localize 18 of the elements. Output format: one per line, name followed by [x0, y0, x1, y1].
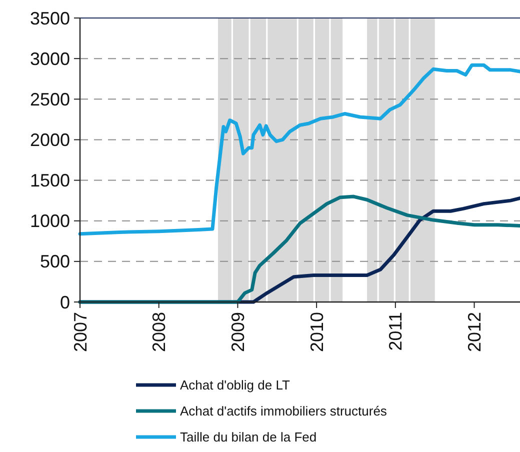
- y-tick-label: 1500: [30, 170, 70, 191]
- y-tick-label: 3500: [30, 8, 70, 28]
- y-tick-label: 3000: [30, 48, 70, 69]
- x-tick-label: 2011: [386, 312, 406, 351]
- x-tick-label: 2012: [464, 312, 485, 352]
- line-series: [78, 63, 520, 236]
- x-tick-label: 2008: [149, 312, 170, 352]
- legend-label: Achat d'oblig de LT: [180, 378, 290, 393]
- y-tick-label: 1000: [30, 211, 70, 232]
- legend-label: Taille du bilan de la Fed: [180, 430, 317, 445]
- x-tick-label: 2010: [306, 312, 327, 352]
- y-tick-label: 2500: [30, 89, 70, 110]
- y-tick-label: 500: [40, 252, 70, 272]
- legend-label: Achat d'actifs immobiliers structurés: [180, 404, 388, 419]
- x-tick-label: 2007: [70, 312, 90, 352]
- x-tick-label: 2009: [228, 312, 248, 352]
- y-tick-label: 2000: [30, 130, 70, 150]
- y-tick-label: 0: [60, 292, 70, 312]
